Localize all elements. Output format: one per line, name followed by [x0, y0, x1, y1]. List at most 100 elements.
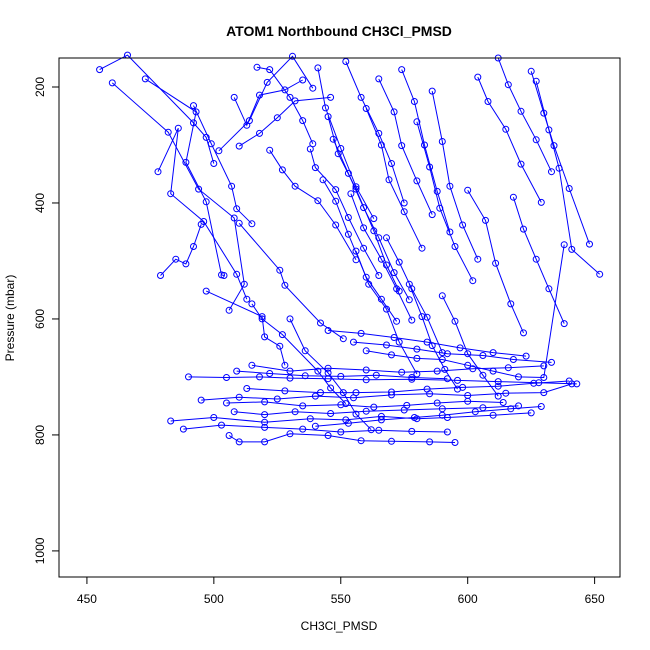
- data-point: [423, 338, 431, 346]
- data-point: [492, 259, 500, 267]
- data-point: [182, 158, 190, 166]
- data-point: [532, 255, 540, 263]
- data-point: [357, 93, 365, 101]
- data-point: [489, 411, 497, 419]
- data-point: [443, 428, 451, 436]
- data-point: [548, 168, 555, 176]
- data-point: [545, 285, 553, 293]
- data-point: [471, 408, 479, 416]
- data-point: [494, 378, 502, 386]
- series-line: [226, 400, 504, 408]
- data-point: [197, 220, 205, 228]
- series-41: [225, 430, 459, 446]
- data-point: [408, 427, 416, 435]
- data-point: [527, 409, 535, 417]
- y-tick-label: 600: [33, 309, 47, 329]
- data-point: [352, 185, 360, 193]
- data-point: [299, 76, 307, 84]
- data-point: [266, 146, 274, 154]
- data-point: [337, 401, 345, 409]
- data-point: [306, 145, 314, 153]
- data-point: [309, 84, 317, 92]
- series-line: [477, 76, 542, 203]
- series-11: [248, 300, 350, 408]
- series-34: [509, 193, 568, 328]
- data-point: [489, 367, 497, 375]
- series-5: [190, 102, 256, 228]
- data-point: [258, 315, 266, 323]
- data-point: [291, 182, 299, 190]
- series-9: [235, 93, 335, 150]
- data-point: [545, 126, 553, 134]
- data-point: [190, 102, 197, 110]
- data-point: [248, 361, 256, 369]
- data-point: [362, 407, 370, 415]
- data-point: [108, 79, 116, 87]
- series-28: [413, 118, 477, 285]
- data-point: [306, 415, 314, 423]
- data-point: [393, 285, 401, 293]
- data-point: [375, 129, 383, 137]
- data-point: [537, 403, 545, 410]
- data-point: [228, 182, 236, 190]
- series-line: [236, 370, 448, 380]
- data-point: [484, 98, 492, 105]
- data-point: [398, 142, 406, 150]
- data-point: [560, 320, 568, 328]
- data-point: [233, 270, 241, 278]
- series-line: [183, 424, 448, 433]
- series-39: [167, 409, 535, 426]
- data-point: [438, 356, 446, 363]
- series-line: [535, 81, 601, 275]
- data-point: [515, 373, 522, 381]
- data-point: [352, 247, 360, 255]
- data-point: [375, 272, 383, 279]
- series-29: [428, 87, 482, 263]
- series-line: [530, 71, 590, 245]
- data-point: [225, 432, 233, 439]
- data-point: [240, 280, 248, 288]
- data-point: [357, 437, 365, 445]
- series-line: [170, 412, 532, 423]
- series-22: [352, 247, 421, 378]
- data-point: [426, 163, 434, 171]
- data-point: [383, 234, 390, 242]
- data-point: [261, 411, 269, 419]
- data-point: [438, 292, 446, 300]
- series-line: [111, 82, 245, 311]
- series-14: [286, 315, 375, 434]
- y-tick-label: 800: [33, 425, 47, 445]
- data-point: [253, 63, 261, 71]
- data-point: [456, 344, 464, 352]
- data-point: [256, 373, 263, 381]
- data-point: [418, 313, 426, 321]
- series-line: [246, 380, 570, 394]
- data-point: [385, 176, 393, 184]
- data-point: [261, 398, 269, 406]
- series-2: [141, 75, 228, 279]
- series-7: [215, 52, 317, 155]
- data-point: [443, 350, 451, 358]
- data-point: [459, 221, 467, 229]
- data-point: [261, 438, 269, 446]
- data-point: [428, 87, 436, 95]
- data-point: [390, 269, 398, 277]
- series-33: [494, 54, 555, 176]
- data-point: [332, 197, 340, 205]
- series-6: [202, 287, 289, 369]
- series-line: [228, 433, 456, 443]
- data-point: [403, 401, 411, 409]
- data-point: [433, 399, 441, 407]
- data-point: [377, 255, 385, 263]
- plot-area: [96, 51, 604, 446]
- data-point: [344, 169, 352, 177]
- data-point: [573, 380, 581, 388]
- series-line: [401, 69, 451, 233]
- data-point: [301, 372, 309, 380]
- data-point: [322, 104, 329, 112]
- data-point: [197, 396, 205, 404]
- series-line: [238, 222, 344, 340]
- data-point: [560, 241, 568, 249]
- data-point: [233, 367, 241, 375]
- data-point: [502, 389, 510, 397]
